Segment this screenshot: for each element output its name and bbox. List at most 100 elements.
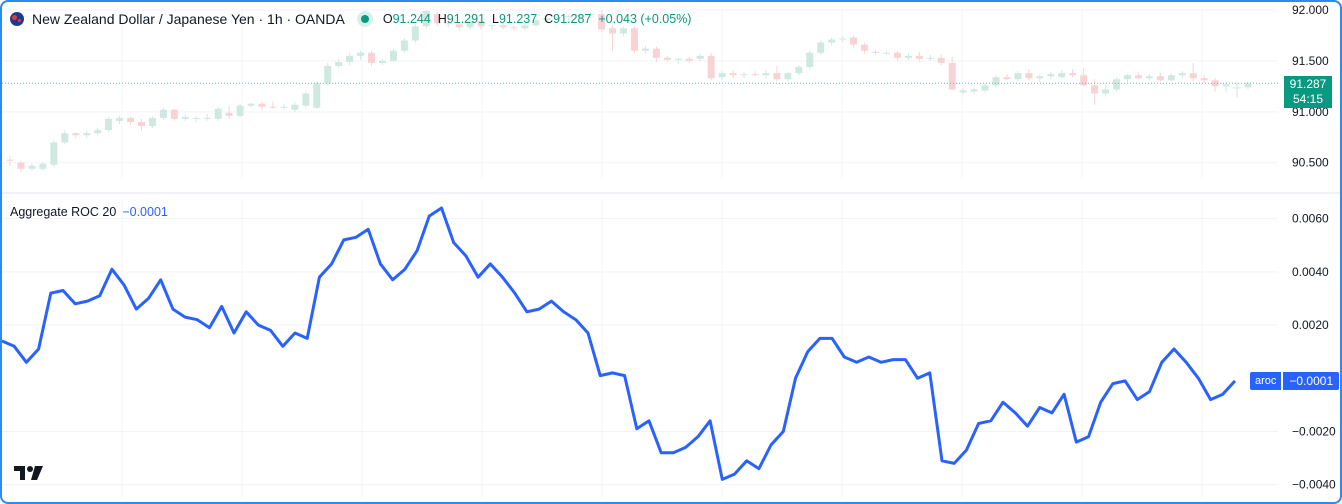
candle-body (477, 21, 485, 27)
candle-body (839, 38, 847, 40)
candle-body (324, 66, 332, 84)
indicator-badge-value: −0.0001 (1283, 372, 1340, 390)
candle-body (433, 14, 441, 24)
candle-body (872, 51, 880, 53)
y-tick-label: 0.0040 (1292, 265, 1329, 279)
candle-body (313, 83, 321, 108)
market-open-icon[interactable] (356, 11, 373, 27)
candle-body (959, 90, 967, 93)
candle-body (1091, 85, 1099, 94)
candle-body (1189, 73, 1197, 79)
candle-body (83, 133, 91, 136)
candle-body (488, 25, 496, 27)
candle-body (389, 50, 397, 61)
symbol-title[interactable]: New Zealand Dollar / Japanese Yen · 1h ·… (32, 11, 345, 27)
candle-body (94, 130, 102, 134)
candle-body (1069, 73, 1077, 76)
candle-body (50, 142, 58, 165)
candle-body (882, 52, 890, 54)
candle-body (948, 62, 956, 90)
candle-body (137, 122, 145, 127)
candle-body (598, 14, 606, 30)
candle-body (751, 74, 759, 76)
candle-body (225, 112, 233, 116)
candle-body (817, 42, 825, 53)
candle-body (784, 73, 792, 80)
candle-body (1222, 84, 1230, 87)
candle-body (1080, 75, 1088, 86)
candle-body (291, 104, 299, 110)
y-tick-label: 91.500 (1292, 54, 1329, 68)
candle-body (915, 55, 923, 59)
candle-body (6, 159, 14, 161)
candle-body (1036, 76, 1044, 79)
candle-body (707, 55, 715, 79)
candle-body (926, 57, 934, 59)
candle-body (762, 73, 770, 76)
candle-body (192, 117, 200, 119)
y-tick-label: 0.0020 (1292, 318, 1329, 332)
candle-body (280, 106, 288, 108)
candle-body (773, 73, 781, 80)
candle-body (28, 165, 36, 169)
indicator-legend[interactable]: Aggregate ROC 20 −0.0001 (10, 205, 168, 219)
price-change: +0.043 (+0.05%) (598, 12, 692, 26)
candle-body (400, 40, 408, 51)
candle-body (904, 55, 912, 58)
candle-body (269, 106, 277, 108)
candle-body (61, 133, 69, 143)
candle-body (981, 85, 989, 91)
candle-body (587, 14, 595, 16)
candle-body (554, 17, 562, 19)
candle-body (1178, 73, 1186, 76)
candle-body (970, 89, 978, 92)
indicator-badge-name: aroc (1250, 372, 1282, 390)
candle-body (828, 39, 836, 43)
candle-body (620, 28, 628, 34)
candle-body (368, 52, 376, 63)
aroc-line (2, 206, 1237, 481)
candle-body (850, 37, 858, 45)
candle-body (1003, 77, 1011, 80)
y-tick-label: 91.000 (1292, 105, 1329, 119)
candle-body (357, 52, 365, 56)
candle-body (411, 26, 419, 41)
candle-body (1058, 73, 1066, 78)
candle-body (302, 93, 310, 106)
candle-body (674, 58, 682, 60)
candle-body (1167, 75, 1175, 81)
candle-body (1134, 75, 1142, 79)
candle-body (521, 25, 529, 29)
candle-body (543, 18, 551, 21)
candle-body (346, 55, 354, 62)
y-tick-label: −0.0020 (1292, 424, 1336, 438)
candle-body (1200, 78, 1208, 81)
indicator-name: Aggregate ROC 20 (10, 205, 117, 219)
indicator-value: −0.0001 (122, 205, 168, 219)
candle-body (861, 44, 869, 51)
candle-body (181, 116, 189, 119)
candle-body (795, 67, 803, 74)
last-price-badge: 91.287 54:15 (1284, 76, 1332, 108)
y-tick-label: 0.0060 (1292, 212, 1329, 226)
candle-body (105, 118, 113, 131)
candle-body (1047, 74, 1055, 77)
candle-body (1014, 73, 1022, 80)
candle-body (1102, 89, 1110, 94)
candle-body (510, 27, 518, 29)
candle-body (937, 57, 945, 63)
candle-body (641, 48, 649, 51)
candle-body (378, 60, 386, 63)
candle-body (236, 105, 244, 116)
candle-body (806, 52, 814, 68)
candle-body (499, 25, 507, 28)
tradingview-logo-icon[interactable] (14, 464, 46, 482)
symbol-legend: New Zealand Dollar / Japanese Yen · 1h ·… (10, 11, 691, 27)
candle-body (258, 103, 266, 107)
candle-body (652, 48, 660, 58)
candle-body (1244, 83, 1252, 88)
candle-body (444, 23, 452, 25)
candle-body (696, 55, 704, 59)
